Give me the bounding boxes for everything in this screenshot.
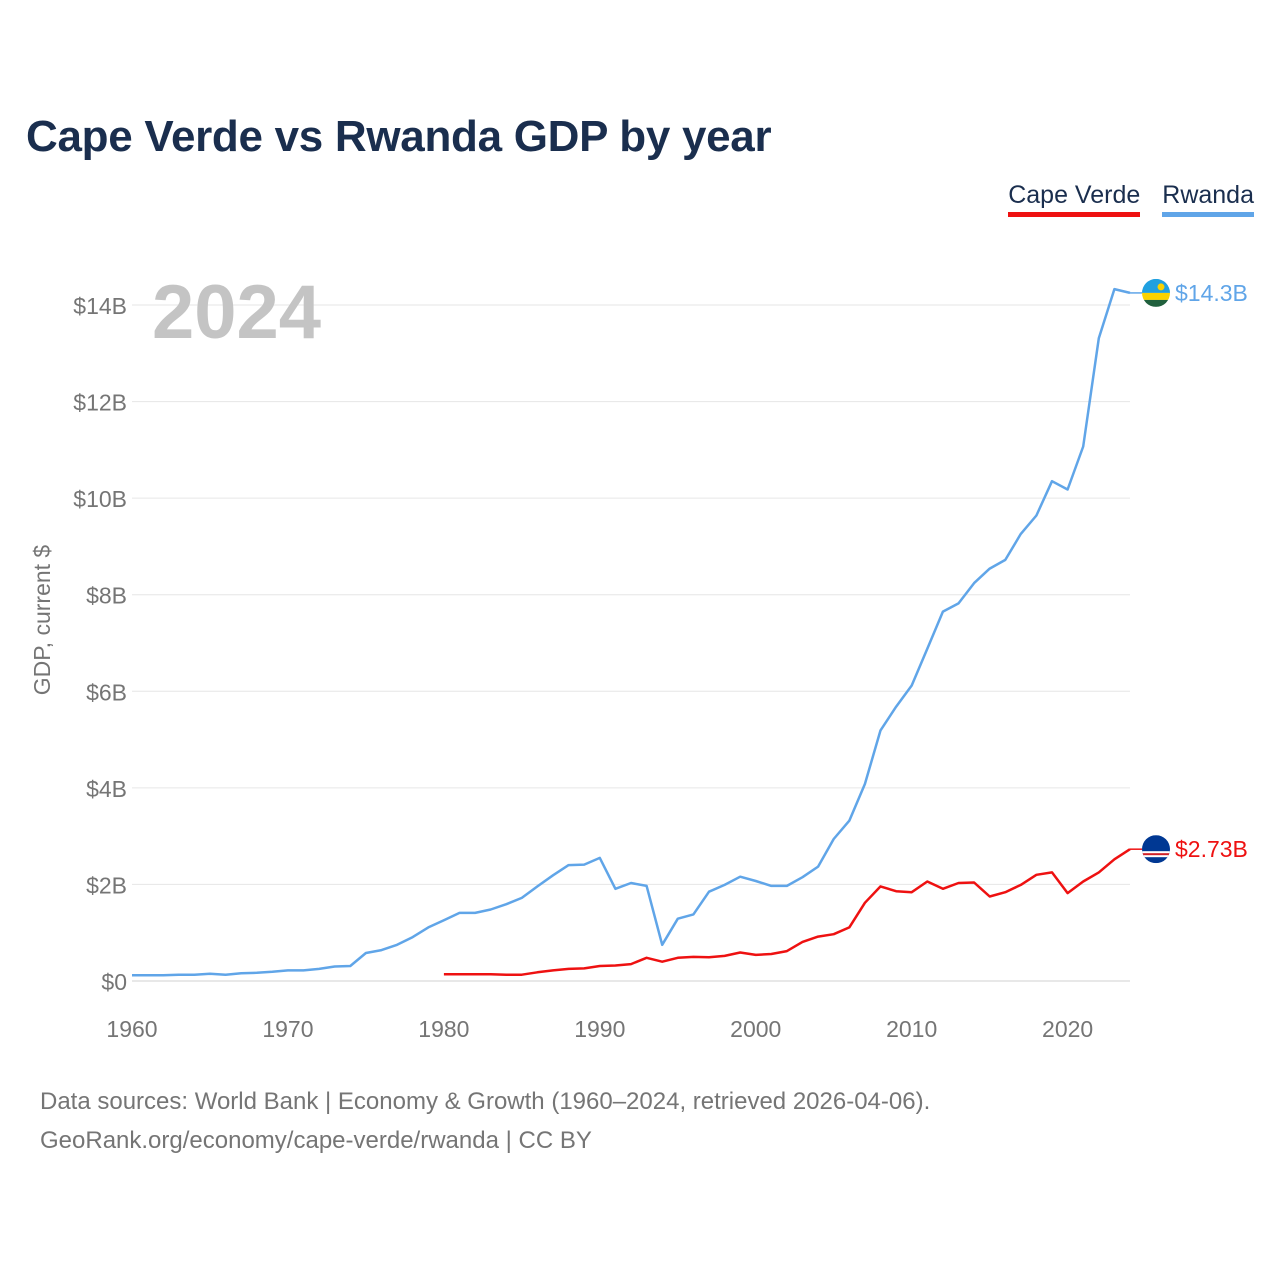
source-url-text: GeoRank.org/economy/cape-verde/rwanda | … <box>40 1127 592 1154</box>
y-tick-label: $0 <box>101 969 127 995</box>
footer: Data sources: World Bank | Economy & Gro… <box>40 1082 930 1160</box>
y-tick-label: $2B <box>86 872 127 898</box>
series-lines <box>132 287 1131 977</box>
flag-icon-rwanda <box>1142 278 1170 307</box>
y-tick-label: $14B <box>73 293 127 319</box>
y-tick-label: $12B <box>73 390 127 416</box>
series-end-markers: $14.3B $2.73B <box>1130 278 1248 864</box>
end-value-label: $14.3B <box>1175 280 1248 306</box>
gridlines <box>132 304 1130 982</box>
x-tick-label: 1980 <box>418 1016 469 1042</box>
end-value-label: $2.73B <box>1175 836 1248 862</box>
x-tick-label: 1970 <box>262 1016 313 1042</box>
y-tick-label: $4B <box>86 776 127 802</box>
data-sources-text: Data sources: World Bank | Economy & Gro… <box>40 1088 931 1115</box>
x-tick-label: 1960 <box>106 1016 157 1042</box>
flag-icon-cape-verde <box>1142 835 1170 864</box>
y-axis-ticks: $0 $2B $4B $6B $8B $10B $12B $14B <box>73 293 127 995</box>
x-axis-ticks: 1960 1970 1980 1990 2000 2010 2020 <box>106 1016 1093 1042</box>
legend-item-cape-verde[interactable]: Cape Verde <box>1008 180 1141 217</box>
series-line-cape-verde[interactable] <box>443 848 1131 976</box>
year-overlay: 2024 <box>152 270 321 355</box>
legend: Cape Verde Rwanda <box>1008 180 1254 217</box>
x-tick-label: 2010 <box>886 1016 937 1042</box>
series-line-rwanda[interactable] <box>132 287 1131 977</box>
y-tick-label: $8B <box>86 583 127 609</box>
x-tick-label: 2000 <box>730 1016 781 1042</box>
x-tick-label: 1990 <box>574 1016 625 1042</box>
legend-item-rwanda[interactable]: Rwanda <box>1162 180 1254 217</box>
y-tick-label: $10B <box>73 486 127 512</box>
y-tick-label: $6B <box>86 679 127 705</box>
y-axis-label: GDP, current $ <box>29 545 55 696</box>
chart-title: Cape Verde vs Rwanda GDP by year <box>26 112 772 161</box>
x-tick-label: 2020 <box>1042 1016 1093 1042</box>
